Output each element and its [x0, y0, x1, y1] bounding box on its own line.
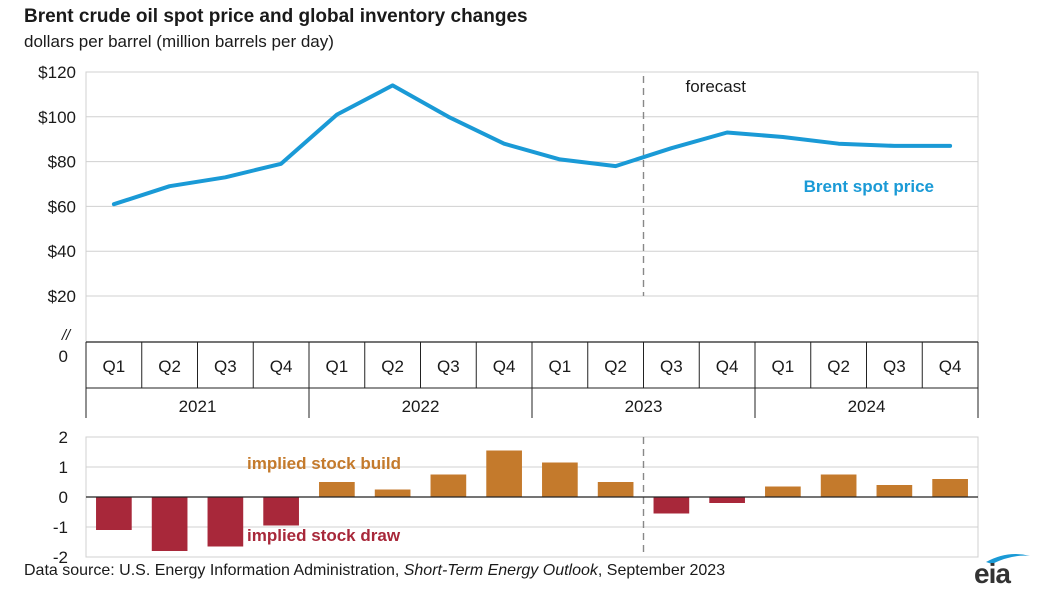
source-publication: Short-Term Energy Outlook — [403, 562, 598, 579]
stock-build-bar — [542, 462, 578, 497]
year-tick-label: 2024 — [848, 397, 886, 416]
stock-draw-bar — [207, 497, 244, 547]
axis-break-mark: // — [61, 327, 72, 344]
y-tick-label: 0 — [59, 488, 68, 507]
quarter-tick-label: Q2 — [827, 357, 850, 376]
stock-build-bar — [486, 450, 522, 497]
stock-build-bar — [374, 489, 411, 497]
y-tick-label: 1 — [59, 458, 68, 477]
quarter-tick-label: Q1 — [549, 357, 572, 376]
forecast-label: forecast — [686, 77, 747, 96]
y-tick-label: $80 — [48, 153, 76, 172]
stock-draw-bar — [263, 497, 299, 526]
stock-draw-bar — [709, 497, 745, 503]
stock-draw-bar — [96, 497, 132, 530]
stock-build-bar — [430, 474, 467, 497]
top-plot-frame — [85, 71, 979, 343]
stock-build-bar — [765, 486, 801, 497]
quarter-tick-label: Q1 — [326, 357, 349, 376]
chart-subtitle: dollars per barrel (million barrels per … — [24, 32, 334, 51]
quarter-tick-label: Q2 — [158, 357, 181, 376]
quarter-tick-label: Q4 — [939, 357, 962, 376]
quarter-tick-label: Q3 — [883, 357, 906, 376]
brent-price-line — [111, 83, 953, 207]
stock-build-bar — [597, 482, 634, 497]
y-tick-label: $40 — [48, 242, 76, 261]
year-tick-label: 2022 — [402, 397, 440, 416]
y-tick-label: $100 — [38, 108, 76, 127]
quarter-tick-label: Q4 — [716, 357, 739, 376]
y-tick-label: $60 — [48, 197, 76, 216]
source-prefix: Data source: U.S. Energy Information Adm… — [24, 562, 404, 579]
quarter-tick-label: Q1 — [772, 357, 795, 376]
quarter-tick-label: Q3 — [437, 357, 460, 376]
stock-build-bar — [820, 474, 857, 497]
year-tick-label: 2023 — [625, 397, 663, 416]
annotation-stock-draw: implied stock draw — [247, 526, 401, 545]
y-tick-label: -2 — [53, 548, 68, 567]
quarter-tick-label: Q3 — [660, 357, 683, 376]
quarter-tick-label: Q2 — [381, 357, 404, 376]
y-tick-label: -1 — [53, 518, 68, 537]
stock-build-bar — [932, 479, 968, 497]
data-source-note: Data source: U.S. Energy Information Adm… — [24, 562, 725, 580]
y-tick-label: 2 — [59, 428, 68, 447]
quarter-tick-label: Q4 — [493, 357, 516, 376]
quarter-tick-label: Q2 — [604, 357, 627, 376]
y-tick-label: $20 — [48, 287, 76, 306]
quarter-tick-label: Q1 — [103, 357, 126, 376]
quarter-tick-label: Q3 — [214, 357, 237, 376]
series-label-brent: Brent spot price — [804, 177, 934, 196]
source-suffix: , September 2023 — [597, 562, 726, 579]
eia-logo-swoosh-icon — [986, 554, 1030, 564]
y-tick-label: 0 — [59, 347, 68, 366]
stock-build-bar — [876, 485, 913, 497]
stock-draw-bar — [151, 497, 188, 551]
eia-logo-text: eia — [974, 558, 1011, 589]
year-tick-label: 2021 — [179, 397, 217, 416]
quarter-tick-label: Q4 — [270, 357, 293, 376]
annotation-stock-build: implied stock build — [247, 454, 401, 473]
y-tick-label: $120 — [38, 63, 76, 82]
stock-build-bar — [319, 482, 355, 497]
stock-draw-bar — [653, 497, 690, 514]
chart-title: Brent crude oil spot price and global in… — [24, 6, 528, 27]
eia-logo: eia — [968, 548, 1034, 589]
